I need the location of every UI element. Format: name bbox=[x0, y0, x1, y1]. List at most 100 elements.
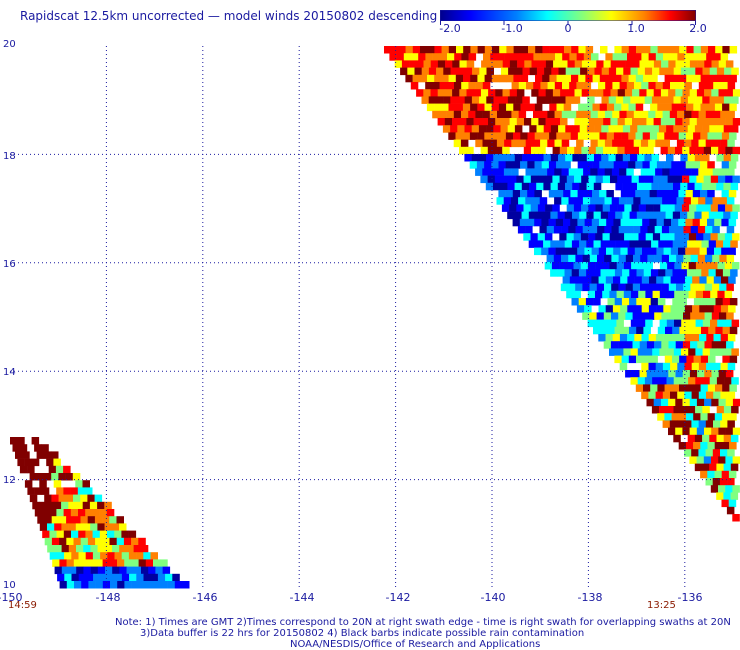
wind-cell bbox=[567, 146, 575, 155]
wind-cell bbox=[691, 362, 700, 371]
wind-cell bbox=[728, 247, 736, 256]
wind-cell bbox=[685, 161, 694, 169]
wind-cell bbox=[732, 89, 740, 97]
wind-cell bbox=[593, 211, 602, 220]
wind-cell bbox=[577, 276, 585, 284]
wind-cell bbox=[688, 233, 697, 241]
wind-cell bbox=[605, 305, 614, 313]
wind-cell bbox=[635, 190, 643, 198]
wind-cell bbox=[492, 46, 500, 54]
wind-cell bbox=[712, 478, 721, 486]
wind-cell bbox=[592, 74, 601, 83]
wind-cell bbox=[439, 110, 447, 119]
wind-cell bbox=[562, 247, 571, 256]
wind-cell bbox=[679, 326, 687, 335]
wind-cell bbox=[732, 118, 740, 126]
wind-cell bbox=[556, 161, 564, 169]
wind-cell bbox=[520, 190, 528, 198]
wind-cell bbox=[619, 82, 628, 90]
wind-cell bbox=[616, 348, 624, 356]
wind-cell bbox=[559, 262, 567, 270]
wind-cell bbox=[619, 110, 627, 119]
wind-cell bbox=[411, 53, 419, 61]
wind-cell bbox=[709, 125, 717, 133]
wind-cell bbox=[573, 290, 581, 299]
wind-cell bbox=[674, 204, 683, 212]
wind-cell bbox=[657, 103, 665, 112]
wind-cell bbox=[729, 442, 737, 450]
wind-cell bbox=[585, 298, 594, 306]
wind-cell bbox=[702, 348, 711, 356]
wind-cell bbox=[537, 233, 546, 241]
wind-cell bbox=[524, 118, 532, 126]
wind-cell bbox=[405, 46, 414, 54]
wind-cell bbox=[641, 82, 649, 90]
wind-cell bbox=[556, 46, 565, 54]
wind-cell bbox=[642, 132, 651, 140]
wind-cell bbox=[527, 103, 536, 112]
wind-cell bbox=[629, 298, 637, 306]
wind-cell bbox=[455, 103, 464, 112]
wind-cell bbox=[617, 204, 625, 212]
wind-cell bbox=[678, 442, 687, 450]
wind-cell bbox=[707, 413, 716, 421]
wind-cell bbox=[543, 182, 551, 191]
wind-cell bbox=[513, 103, 521, 112]
wind-cell bbox=[695, 96, 703, 104]
wind-cell bbox=[717, 348, 725, 356]
wind-cell bbox=[531, 89, 539, 97]
wind-cell bbox=[659, 262, 668, 270]
wind-cell bbox=[677, 53, 685, 61]
wind-cell bbox=[95, 537, 103, 546]
wind-cell bbox=[566, 175, 575, 184]
wind-cell bbox=[575, 226, 583, 234]
wind-cell bbox=[646, 146, 654, 155]
wind-cell bbox=[590, 168, 598, 176]
wind-cell bbox=[545, 89, 554, 97]
wind-cell bbox=[532, 197, 540, 205]
wind-cell bbox=[69, 566, 77, 575]
wind-cell bbox=[384, 46, 392, 54]
wind-cell bbox=[39, 523, 48, 531]
wind-cell bbox=[555, 218, 564, 227]
wind-cell bbox=[714, 132, 723, 140]
wind-cell bbox=[714, 413, 723, 421]
wind-cell bbox=[723, 182, 731, 191]
wind-cell bbox=[562, 53, 570, 61]
wind-cell bbox=[507, 182, 515, 191]
wind-cell bbox=[518, 139, 526, 148]
wind-cell bbox=[631, 146, 640, 155]
wind-cell bbox=[165, 573, 173, 582]
wind-cell bbox=[511, 82, 520, 90]
wind-cell bbox=[707, 74, 716, 83]
wind-cell bbox=[63, 509, 72, 517]
wind-cell bbox=[610, 146, 618, 155]
wind-cell bbox=[673, 182, 681, 191]
wind-cell bbox=[405, 74, 413, 83]
wind-cell bbox=[582, 197, 591, 205]
wind-cell bbox=[543, 96, 552, 104]
wind-cell bbox=[551, 262, 560, 270]
wind-cell bbox=[678, 103, 687, 112]
wind-cell bbox=[566, 290, 574, 299]
wind-cell bbox=[639, 341, 648, 349]
wind-cell bbox=[73, 494, 81, 503]
wind-cell bbox=[678, 413, 687, 421]
wind-cell bbox=[430, 89, 438, 97]
wind-cell bbox=[732, 514, 740, 522]
wind-cell bbox=[105, 566, 113, 575]
wind-cell bbox=[448, 74, 457, 83]
wind-cell bbox=[540, 82, 548, 90]
wind-cell bbox=[609, 262, 617, 270]
wind-cell bbox=[614, 326, 623, 335]
wind-cell bbox=[17, 458, 25, 467]
wind-cell bbox=[692, 305, 700, 313]
wind-cell bbox=[594, 319, 603, 328]
wind-cell bbox=[623, 67, 631, 76]
wind-cell bbox=[666, 348, 675, 356]
wind-cell bbox=[85, 552, 94, 560]
wind-cell bbox=[577, 190, 586, 198]
wind-cell bbox=[491, 74, 500, 83]
wind-cell bbox=[713, 362, 721, 371]
